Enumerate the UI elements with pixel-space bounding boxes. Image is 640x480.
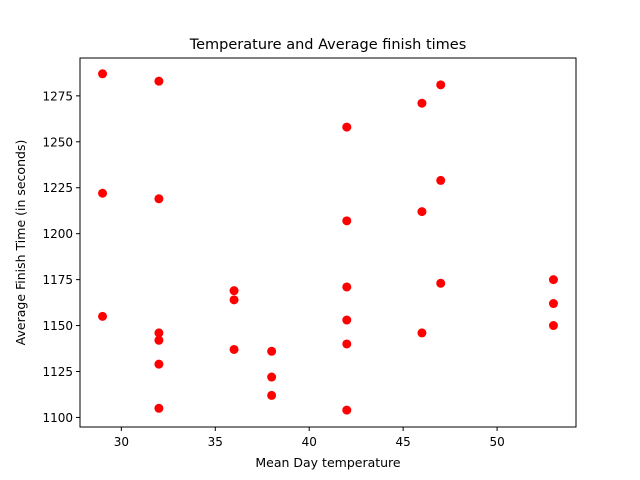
scatter-point (342, 405, 352, 415)
scatter-point (229, 286, 239, 296)
scatter-point (98, 311, 108, 321)
scatter-point (342, 339, 352, 349)
scatter-point (436, 175, 446, 185)
scatter-point (267, 346, 277, 356)
y-tick-label: 1125 (42, 365, 73, 379)
scatter-point (267, 372, 277, 382)
scatter-point (548, 299, 558, 309)
scatter-point (267, 390, 277, 400)
x-tick-label: 30 (114, 435, 129, 449)
y-tick-label: 1275 (42, 89, 73, 103)
x-tick-label: 50 (489, 435, 504, 449)
scatter-point (342, 122, 352, 132)
scatter-point (436, 278, 446, 288)
x-tick-label: 45 (396, 435, 411, 449)
scatter-point (436, 80, 446, 90)
points-layer (98, 69, 558, 415)
chart-title: Temperature and Average finish times (189, 37, 467, 53)
scatter-point (417, 328, 427, 338)
scatter-point (548, 275, 558, 285)
scatter-point (154, 335, 164, 345)
scatter-point (548, 321, 558, 331)
scatter-point (417, 98, 427, 108)
scatter-point (342, 282, 352, 292)
scatter-point (154, 76, 164, 86)
x-axis-label: Mean Day temperature (255, 455, 401, 470)
x-tick-label: 40 (302, 435, 317, 449)
scatter-point (98, 69, 108, 79)
y-tick-label: 1200 (42, 227, 73, 241)
scatter-point (342, 216, 352, 226)
scatter-point (229, 344, 239, 354)
y-tick-label: 1175 (42, 273, 73, 287)
scatter-point (342, 315, 352, 325)
y-tick-label: 1250 (42, 135, 73, 149)
ticks-layer: 30 35 40 45 50 1100 1125 1150 1175 1200 1225 1250 12… (42, 89, 504, 449)
x-tick-label: 35 (208, 435, 223, 449)
scatter-point (98, 188, 108, 198)
scatter-point (154, 403, 164, 413)
scatter-point (154, 359, 164, 369)
y-tick-label: 1100 (42, 411, 73, 425)
scatter-point (154, 328, 164, 338)
y-tick-label: 1225 (42, 181, 73, 195)
plot-frame (79, 57, 577, 428)
y-tick-label: 1150 (42, 319, 73, 333)
scatter-point (229, 295, 239, 305)
scatter-point (154, 194, 164, 204)
y-axis-label: Average Finish Time (in seconds) (13, 140, 28, 346)
scatter-point (417, 207, 427, 217)
